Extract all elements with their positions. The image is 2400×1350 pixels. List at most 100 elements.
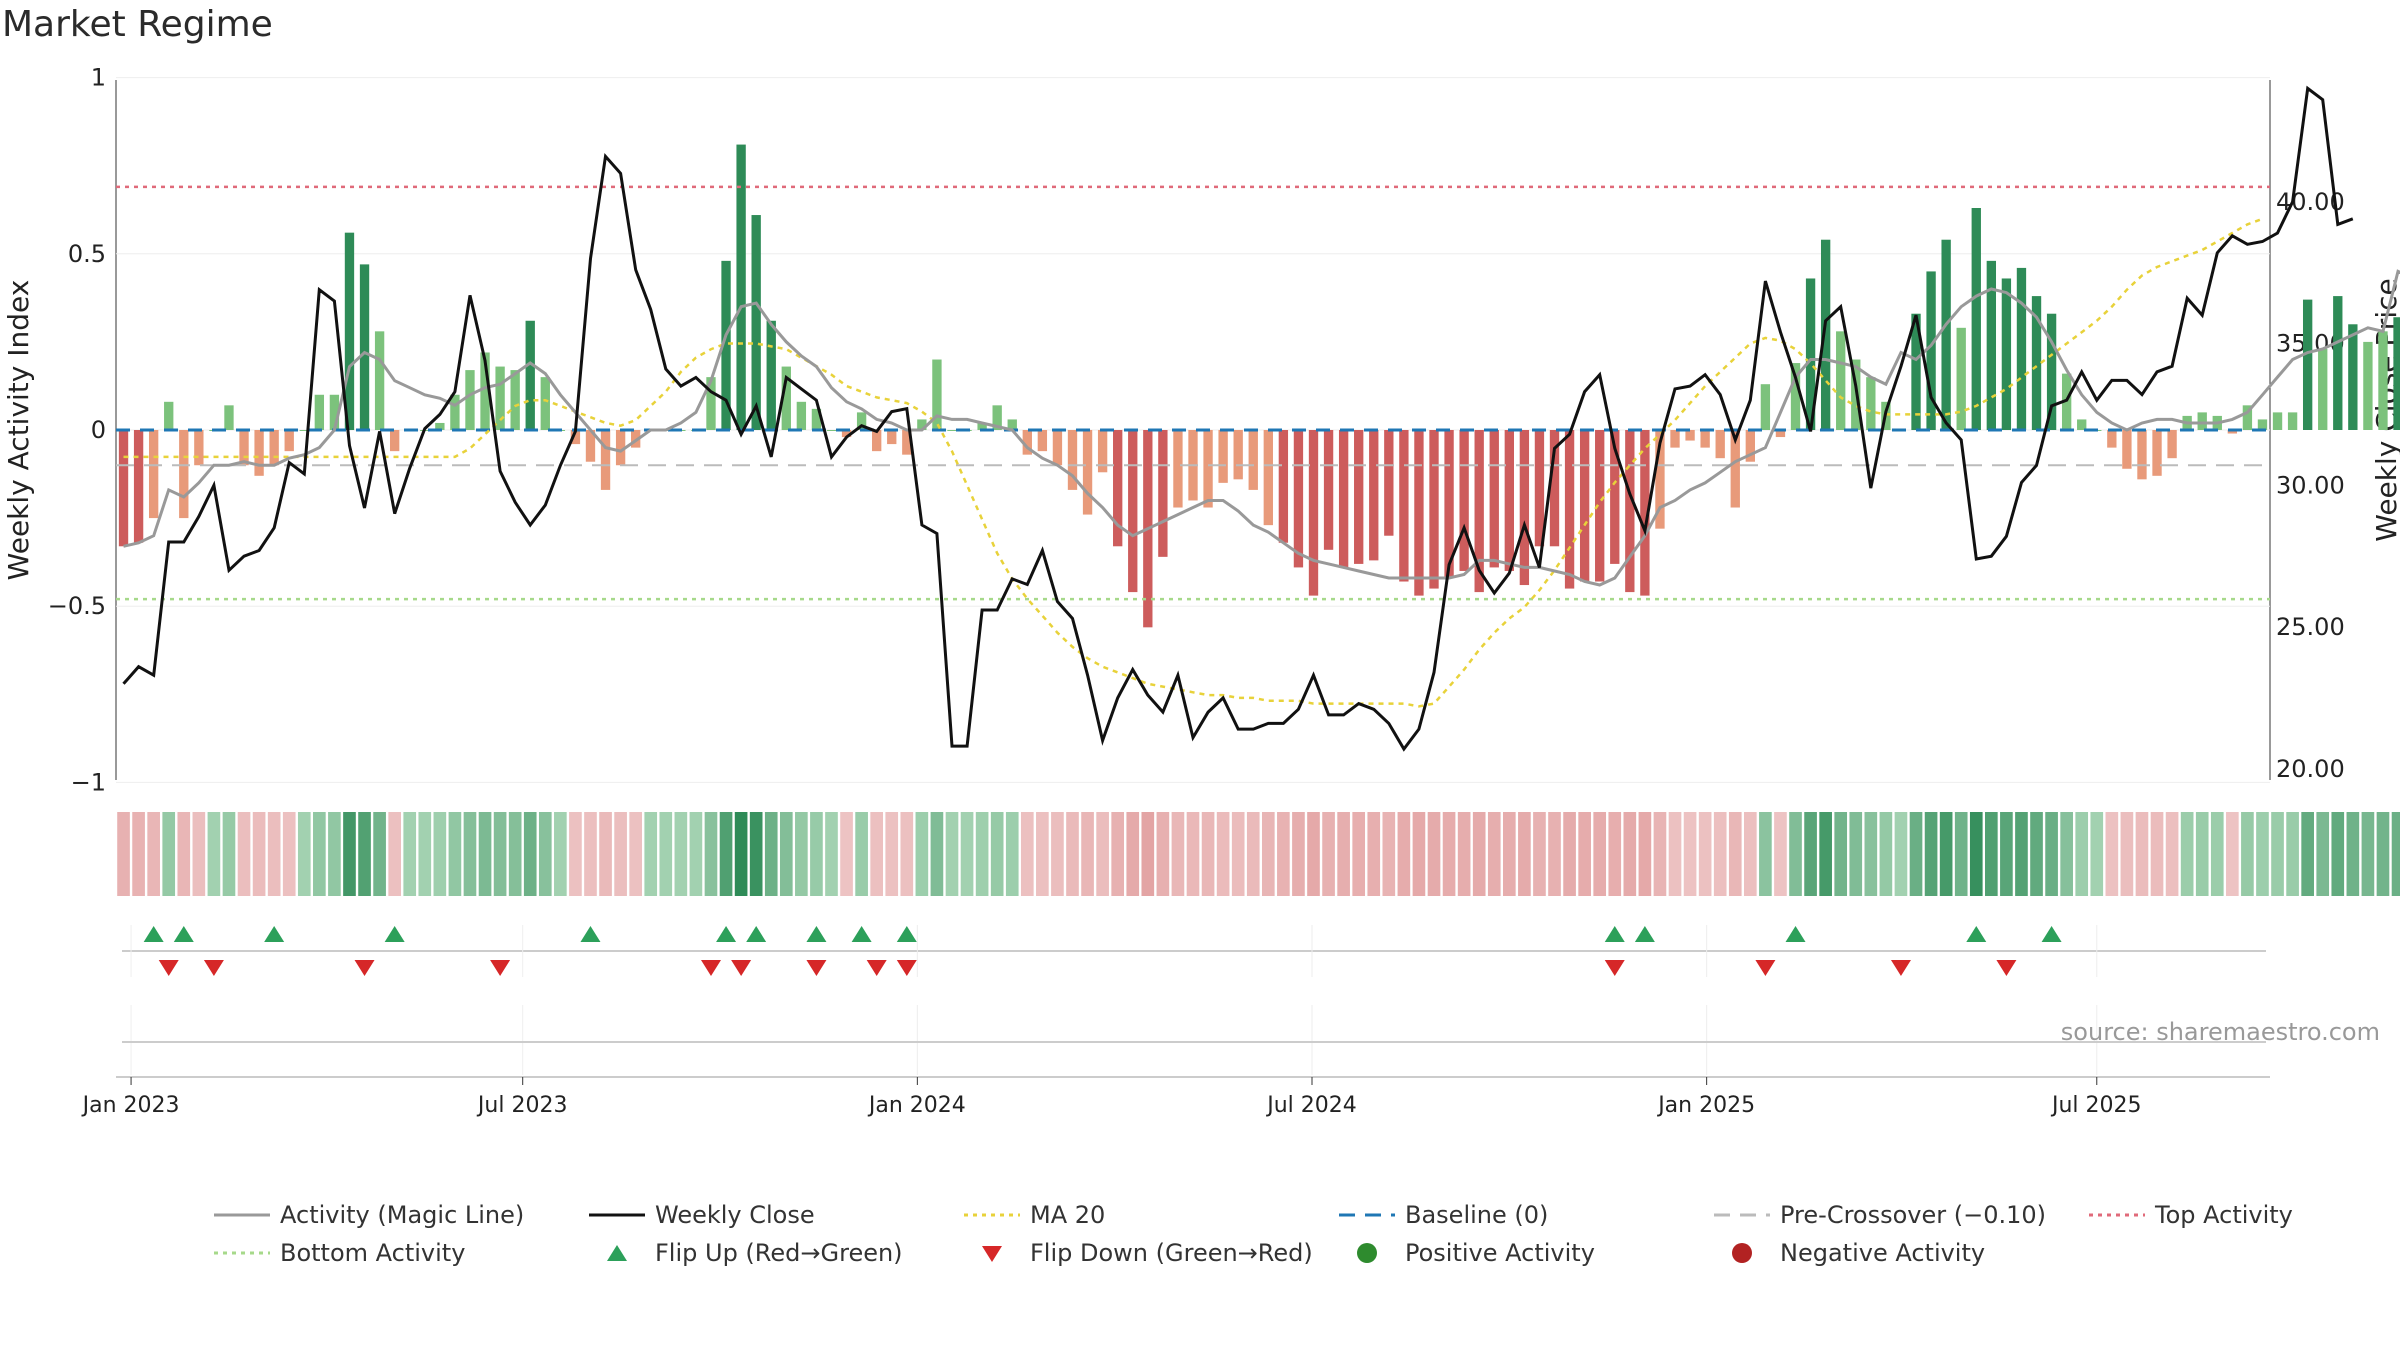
flip-down-marker [806, 960, 827, 976]
heat-cell [659, 812, 673, 896]
heat-cell [840, 812, 853, 896]
heat-cell [749, 812, 763, 896]
legend-label: Top Activity [2155, 1201, 2293, 1229]
activity-bar [872, 430, 882, 452]
activity-bar [2393, 317, 2400, 430]
legend-item: Positive Activity [1335, 1238, 1595, 1268]
activity-bar [1745, 430, 1755, 462]
heat-cell [2105, 812, 2119, 896]
x-tick-label: Jul 2025 [2050, 1093, 2142, 1118]
activity-bar [269, 430, 279, 466]
flip-up-marker [580, 926, 601, 942]
heat-cell [1623, 812, 1637, 896]
activity-bar [1986, 260, 1997, 430]
flip-down-marker [731, 960, 752, 976]
heat-cell [1397, 812, 1411, 896]
activity-bar [992, 405, 1002, 430]
heat-cell [1096, 812, 1109, 896]
activity-bar [344, 232, 355, 430]
heat-cell [990, 812, 1004, 896]
flip-down-marker [896, 960, 917, 976]
activity-bar [2197, 412, 2207, 430]
heat-cell [1653, 812, 1667, 896]
activity-bar [2137, 430, 2147, 480]
flip-up-marker [1966, 926, 1987, 942]
activity-bar [887, 430, 897, 445]
heat-cell [1864, 812, 1878, 896]
heat-cell [689, 812, 703, 896]
flip-up-marker [2041, 926, 2062, 942]
heat-cell [297, 812, 311, 896]
activity-bar [1233, 430, 1243, 480]
activity-bar [2167, 430, 2177, 459]
activity-bar [1444, 430, 1454, 578]
heat-cell [1457, 812, 1471, 896]
flip-down-marker [1890, 960, 1911, 976]
legend-item: Weekly Close [585, 1200, 815, 1230]
activity-bar [2272, 412, 2283, 430]
heat-cell [207, 812, 221, 896]
heat-cell [554, 812, 567, 896]
legend-item: Flip Down (Green→Red) [960, 1238, 1313, 1268]
activity-bar [781, 366, 791, 430]
heat-cell [2000, 812, 2013, 896]
flip-down-marker [203, 960, 224, 976]
heat-cell [644, 812, 658, 896]
source-label: source: sharemaestro.com [2061, 1018, 2380, 1046]
legend-label: Positive Activity [1405, 1239, 1595, 1267]
heat-cell [358, 812, 371, 896]
activity-bar [1022, 430, 1032, 455]
activity-bar [2318, 348, 2328, 430]
heat-cell [1834, 812, 1848, 896]
activity-bar [2122, 430, 2132, 469]
heat-cell [764, 812, 778, 896]
left-tick-label: 0.5 [68, 240, 106, 268]
activity-bar [1218, 430, 1228, 483]
heat-cell [1849, 812, 1863, 896]
activity-bar [179, 430, 189, 519]
activity-bar [1941, 239, 1951, 430]
heat-cell [900, 812, 914, 896]
heat-cell [2346, 812, 2360, 896]
flip-up-marker [851, 926, 872, 942]
left-tick-label: −0.5 [48, 592, 106, 620]
flip-up-marker [264, 926, 285, 942]
heat-cell [1533, 812, 1546, 896]
heat-cell [1141, 812, 1155, 896]
heat-cell [523, 812, 537, 896]
heat-cell [1246, 812, 1260, 896]
heat-cell [222, 812, 236, 896]
heat-cell [1005, 812, 1019, 896]
activity-bar [374, 331, 385, 430]
flip-up-marker [1785, 926, 1806, 942]
activity-bar [495, 366, 505, 430]
activity-bar [1549, 430, 1560, 547]
heat-cell [1171, 812, 1185, 896]
heat-cell [779, 812, 793, 896]
heat-cell [1713, 812, 1727, 896]
flip-down-marker [1604, 960, 1625, 976]
heat-cell [825, 812, 838, 896]
heat-cell [1382, 812, 1396, 896]
activity-bar [1097, 430, 1108, 473]
heat-cell [1683, 812, 1697, 896]
legend-symbol [214, 1213, 270, 1217]
legend-symbol [1339, 1213, 1395, 1217]
legend-symbol-mark [1732, 1243, 1752, 1263]
flip-up-marker [896, 926, 917, 942]
heat-cell [463, 812, 477, 896]
legend-symbol [1732, 1243, 1752, 1263]
activity-bar [239, 430, 249, 466]
heat-cell [2165, 812, 2179, 896]
activity-bar [1670, 430, 1680, 448]
activity-bar [148, 430, 159, 519]
legend-label: Weekly Close [655, 1201, 815, 1229]
legend-item: MA 20 [960, 1200, 1105, 1230]
legend-symbol-mark [607, 1245, 627, 1261]
activity-bar [1308, 430, 1319, 596]
activity-bar [2107, 430, 2117, 448]
legend-label: Flip Down (Green→Red) [1030, 1239, 1313, 1267]
legend-symbol [1714, 1213, 1770, 1217]
activity-bar [1971, 208, 1981, 430]
activity-bar [585, 430, 596, 462]
